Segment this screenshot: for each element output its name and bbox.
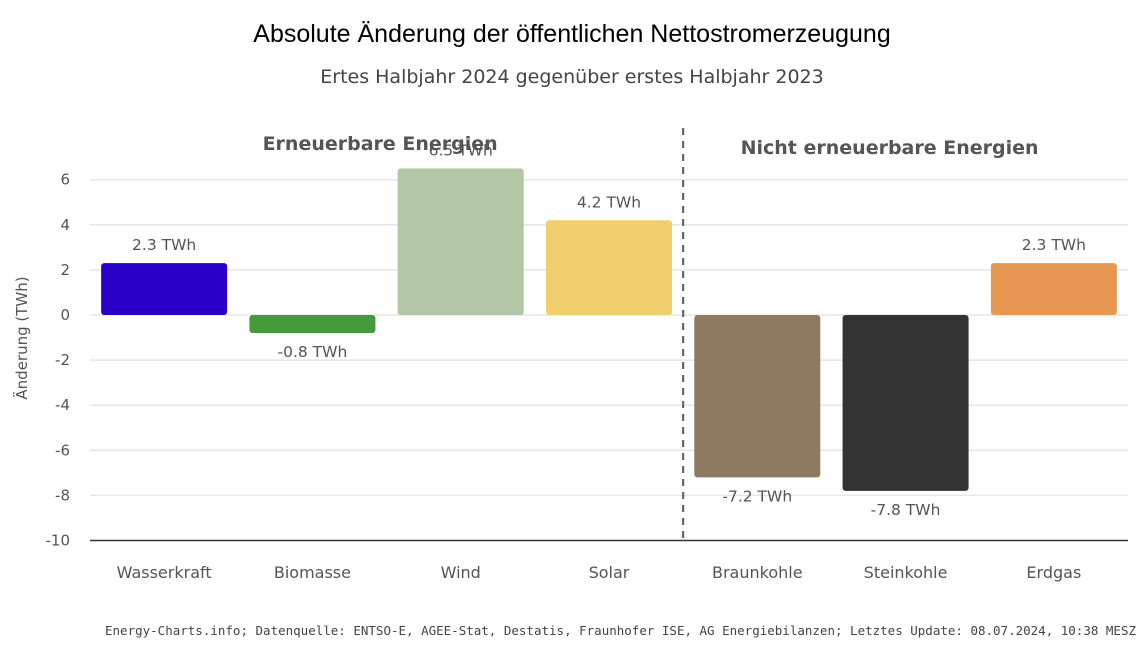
y-tick-label: 0 — [60, 306, 70, 324]
x-tick-label-steinkohle: Steinkohle — [864, 563, 948, 582]
y-tick-label: 4 — [60, 216, 70, 234]
data-label-erdgas: 2.3 TWh — [1022, 236, 1086, 254]
x-tick-label-biomasse: Biomasse — [274, 563, 351, 582]
source-footer: Energy-Charts.info; Datenquelle: ENTSO-E… — [105, 623, 1137, 638]
data-label-steinkohle: -7.8 TWh — [871, 501, 941, 519]
data-label-braunkohle: -7.2 TWh — [722, 487, 792, 505]
group-label-nonrenewable: Nicht erneuerbare Energien — [741, 137, 1039, 159]
data-labels: 2.3 TWh -0.8 TWh 6.5 TWh 4.2 TWh -7.2 TWh -7.… — [132, 141, 1086, 518]
x-tick-label-wasserkraft: Wasserkraft — [117, 563, 212, 582]
group-label-renewable: Erneuerbare Energien — [263, 133, 498, 155]
y-tick-label: -8 — [55, 486, 70, 504]
bars — [101, 168, 1117, 491]
x-tick-label-wind: Wind — [441, 563, 481, 582]
y-tick-label: -2 — [55, 351, 70, 369]
x-tick-label-erdgas: Erdgas — [1026, 563, 1081, 582]
bar-braunkohle — [694, 315, 821, 478]
bar-solar — [546, 220, 672, 315]
bar-steinkohle — [842, 315, 969, 491]
y-axis-label: Änderung (TWh) — [12, 276, 31, 399]
bar-biomasse — [249, 315, 376, 334]
y-tick-label: 2 — [60, 261, 70, 279]
bar-wasserkraft — [101, 263, 228, 315]
axes: 6 4 2 0 -2 -4 -6 -8 -10 Änderung (TWh) Wasserkraft… — [12, 128, 1128, 582]
data-label-wind: 6.5 TWh — [429, 141, 493, 159]
chart-subtitle: Ertes Halbjahr 2024 gegenüber erstes Hal… — [320, 66, 824, 88]
y-tick-label: -4 — [55, 396, 70, 414]
data-label-solar: 4.2 TWh — [577, 193, 641, 211]
y-tick-label: -6 — [55, 441, 70, 459]
x-tick-label-braunkohle: Braunkohle — [712, 563, 803, 582]
bar-erdgas — [990, 263, 1117, 315]
data-label-biomasse: -0.8 TWh — [278, 343, 348, 361]
y-tick-label: -10 — [46, 532, 71, 550]
data-label-wasserkraft: 2.3 TWh — [132, 236, 196, 254]
x-tick-label-solar: Solar — [589, 563, 630, 582]
chart-title: Absolute Änderung der öffentlichen Netto… — [253, 20, 891, 48]
bar-wind — [397, 168, 524, 315]
y-tick-label: 6 — [60, 171, 70, 189]
